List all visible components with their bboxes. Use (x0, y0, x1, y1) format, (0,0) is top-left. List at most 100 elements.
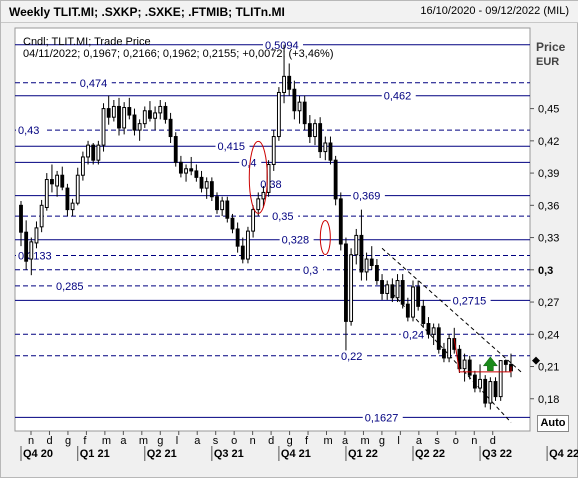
level-label: 0,474 (80, 78, 108, 90)
level-label: 0,24 (403, 329, 424, 341)
candle-body (307, 123, 312, 138)
highlight-ellipse (248, 140, 268, 214)
candle-body (359, 234, 364, 273)
candle-body (472, 374, 477, 389)
level-label: 0,3133 (18, 251, 52, 263)
y-tick-label: 0,18 (538, 394, 559, 406)
month-label: f (305, 435, 309, 447)
candle-body (209, 181, 214, 198)
candle-body (349, 254, 354, 322)
level-label-bg (301, 263, 323, 276)
candle-body (292, 88, 297, 112)
candle-body (55, 174, 60, 187)
candle-body (173, 136, 178, 163)
level-label-bg (258, 177, 287, 190)
y-tick-label: 0,21 (538, 362, 559, 374)
month-label: o (453, 435, 459, 447)
channel-upper-line (381, 247, 522, 373)
candle-body (137, 123, 142, 131)
level-label-bg (400, 328, 429, 341)
candle-body (282, 75, 286, 93)
quarter-label: Q3 22 (482, 448, 512, 460)
candle-body (153, 112, 158, 119)
candle-body (70, 202, 75, 211)
y-tick-label: 0,39 (538, 168, 559, 180)
candle-body (344, 243, 348, 322)
candle-body (287, 75, 292, 90)
candle-body (60, 174, 65, 188)
candle-body (189, 168, 194, 172)
quarter-label: Q1 22 (348, 448, 378, 460)
auto-scale-button[interactable]: Auto (537, 415, 569, 432)
quarter-label: Q2 21 (147, 448, 177, 460)
candle-body (328, 142, 333, 161)
candle-body (44, 179, 49, 208)
level-label: 0,38 (260, 179, 281, 191)
candle-body (19, 204, 23, 233)
month-label: n (28, 435, 34, 447)
candle-body (256, 198, 261, 211)
candle-body (467, 359, 472, 376)
month-label: a (194, 435, 201, 447)
level-label-bg (16, 124, 44, 137)
month-label: l (176, 435, 178, 447)
candle-body (354, 234, 359, 256)
candle-body (106, 108, 111, 118)
candle-body (374, 265, 379, 282)
y-tick-label: 0,45 (538, 104, 559, 116)
candle-body (204, 181, 209, 189)
highlight-ellipse (319, 220, 331, 256)
candle-body (405, 303, 410, 318)
month-label: g (287, 435, 293, 447)
candle-body (323, 142, 328, 153)
candle-body (297, 101, 302, 112)
up-arrow-icon (482, 356, 498, 372)
legend-line1: Cndl; TLIT.MI; Trade Price (23, 36, 151, 48)
y-tick-label: 0,36 (538, 200, 559, 212)
candle-body (395, 280, 400, 299)
candle-body (380, 280, 384, 294)
level-label: 0,3 (303, 265, 318, 277)
level-label: 0,43 (18, 125, 39, 137)
month-label: g (157, 435, 163, 447)
y-tick-label: 0,24 (538, 329, 559, 341)
y-tick-label: 0,3 (538, 265, 553, 277)
level-label: 0,1627 (365, 412, 399, 424)
month-label: s (213, 435, 219, 447)
candle-body (220, 200, 225, 211)
candle-body (91, 144, 96, 161)
level-label-bg (362, 411, 403, 424)
month-label: m (102, 435, 111, 447)
candle-body (80, 156, 85, 176)
y-tick-label: 0,33 (538, 233, 559, 245)
month-label: a (120, 435, 127, 447)
current-price-marker (532, 356, 540, 365)
candle-body (338, 198, 343, 245)
quarter-label: Q4 21 (281, 448, 311, 460)
month-label: d (268, 435, 274, 447)
quarter-label: Q1 21 (80, 448, 110, 460)
y-tick-label: 0,42 (538, 136, 559, 148)
candle-body (199, 176, 204, 189)
date-range: 16/10/2020 - 09/12/2022 (MIL) (420, 5, 569, 17)
candle-body (369, 258, 374, 267)
level-label-bg (381, 89, 416, 102)
candle-body (478, 378, 482, 389)
candle-body (117, 105, 121, 129)
level-label: 0,462 (384, 91, 412, 103)
candle-body (462, 359, 467, 370)
candle-body (426, 323, 431, 335)
candle-body (75, 174, 80, 204)
candle-body (142, 110, 147, 125)
level-label: 0,22 (341, 351, 362, 363)
candle-body (447, 338, 452, 359)
candle-body (96, 144, 101, 161)
candle-body (385, 284, 390, 294)
plot-area[interactable] (14, 27, 531, 432)
candle-body (488, 381, 493, 404)
quarter-label: Q4 22 (549, 448, 578, 460)
candle-body (436, 327, 441, 350)
level-label: 0,5094 (265, 40, 299, 52)
candle-body (421, 305, 426, 325)
